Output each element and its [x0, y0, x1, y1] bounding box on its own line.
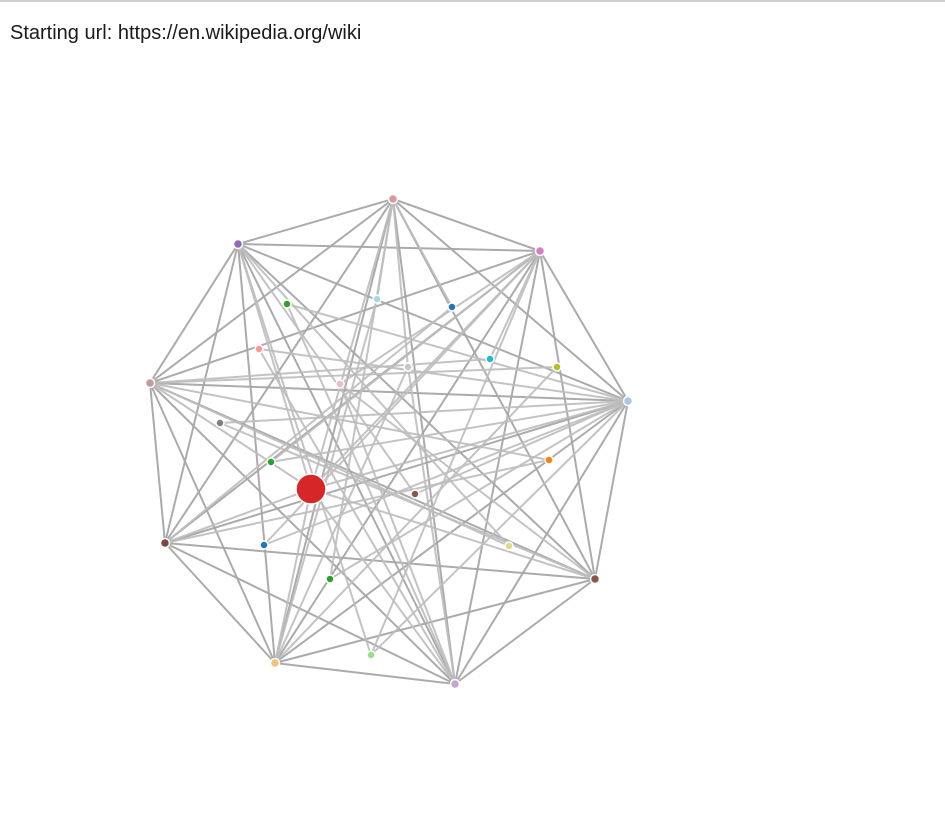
- graph-edge: [164, 400, 629, 544]
- graph-node[interactable]: [622, 395, 634, 407]
- graph-edge: [219, 400, 629, 424]
- graph-edge: [274, 198, 394, 664]
- graph-edge: [329, 198, 394, 580]
- graph-edge: [237, 198, 394, 245]
- graph-node[interactable]: [534, 245, 546, 257]
- graph-node[interactable]: [254, 344, 264, 354]
- graph-edge: [237, 243, 416, 495]
- graph-edge: [370, 400, 629, 656]
- graph-edge: [370, 250, 541, 656]
- graph-edge: [392, 198, 541, 252]
- graph-edge: [310, 488, 456, 685]
- graph-edge: [149, 382, 550, 461]
- graph-node[interactable]: [372, 294, 382, 304]
- graph-edge: [310, 198, 394, 490]
- graph-edge: [539, 250, 629, 402]
- graph-node[interactable]: [215, 418, 225, 428]
- graph-edge: [149, 382, 276, 664]
- graph-edge: [258, 348, 629, 402]
- graph-nodes: [144, 193, 634, 690]
- graph-node[interactable]: [335, 379, 345, 389]
- graph-node[interactable]: [366, 650, 376, 660]
- graph-edge: [263, 400, 629, 546]
- graph-edge: [392, 198, 456, 685]
- graph-edge: [286, 303, 456, 685]
- graph-edge: [149, 250, 541, 384]
- graph-edge: [594, 400, 629, 580]
- graph-node[interactable]: [552, 362, 562, 372]
- graph-node[interactable]: [232, 238, 244, 250]
- graph-edge: [274, 298, 378, 664]
- graph-edge: [339, 383, 596, 580]
- graph-edge: [310, 488, 596, 580]
- graph-edge: [339, 250, 541, 385]
- starting-url-label: Starting url:: [10, 22, 113, 44]
- top-border: [0, 0, 945, 2]
- graph-edge: [164, 459, 550, 544]
- graph-edge: [274, 400, 629, 664]
- graph-node[interactable]: [485, 354, 495, 364]
- graph-edge: [164, 542, 456, 685]
- graph-edge: [270, 250, 541, 463]
- graph-edge: [274, 250, 541, 664]
- graph-edge: [392, 198, 453, 308]
- graph-node[interactable]: [504, 541, 514, 551]
- graph-node[interactable]: [447, 302, 457, 312]
- starting-url-value: https://en.wikipedia.org/wiki: [117, 22, 362, 44]
- graph-node[interactable]: [259, 540, 269, 550]
- graph-edges: [149, 198, 629, 685]
- starting-url-line: Starting url: https://en.wikipedia.org/w…: [10, 22, 361, 45]
- graph-edge: [149, 243, 239, 384]
- graph-node[interactable]: [449, 678, 461, 690]
- graph-node-start[interactable]: [295, 473, 327, 505]
- graph-node[interactable]: [269, 657, 281, 669]
- graph-node[interactable]: [410, 489, 420, 499]
- graph-edge: [407, 366, 456, 685]
- graph-edge: [149, 358, 491, 384]
- graph-edge: [164, 306, 453, 544]
- graph-edge: [237, 243, 456, 685]
- graph-node[interactable]: [266, 457, 276, 467]
- graph-edge: [274, 578, 596, 664]
- graph-edge: [392, 198, 409, 368]
- graph-edge: [270, 400, 629, 463]
- graph-node[interactable]: [544, 455, 554, 465]
- graph-edge: [274, 662, 456, 685]
- graph-edge: [164, 542, 596, 580]
- graph-edge: [339, 383, 456, 685]
- graph-edge: [149, 382, 629, 402]
- graph-edge: [237, 243, 541, 252]
- graph-edge: [149, 382, 312, 490]
- graph-edge: [454, 400, 629, 685]
- graph-edge: [164, 488, 312, 544]
- graph-node[interactable]: [325, 574, 335, 584]
- graph-edge: [149, 382, 510, 547]
- graph-edge: [237, 243, 510, 547]
- graph-node[interactable]: [387, 193, 399, 205]
- graph-edge: [237, 243, 372, 656]
- graph-edge: [329, 400, 629, 580]
- graph-edge: [539, 250, 596, 580]
- graph-edge: [274, 366, 558, 664]
- graph-node[interactable]: [144, 377, 156, 389]
- graph-edge: [392, 198, 629, 402]
- graph-node[interactable]: [403, 362, 413, 372]
- graph-node[interactable]: [589, 573, 601, 585]
- graph-node[interactable]: [282, 299, 292, 309]
- graph-edge: [286, 303, 629, 402]
- graph-edge: [454, 578, 596, 685]
- graph-edge: [258, 348, 456, 685]
- graph-edge: [414, 400, 629, 495]
- graph-edge: [164, 542, 276, 664]
- graph-edge: [274, 488, 312, 664]
- graph-edge: [149, 382, 166, 544]
- graph-node[interactable]: [159, 537, 171, 549]
